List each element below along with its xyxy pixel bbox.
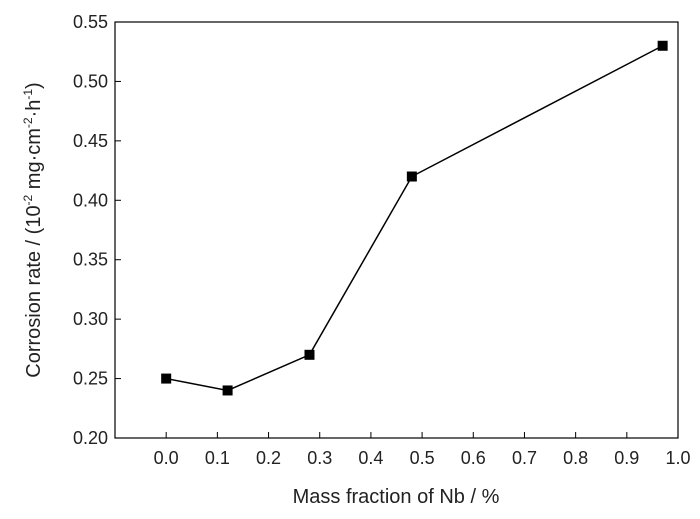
x-tick-label: 0.1 — [205, 448, 230, 468]
y-axis-label-mid1: mg·cm — [23, 128, 45, 195]
y-axis-ticks: 0.20 0.25 0.30 0.35 0.40 0.45 0.50 0.55 — [73, 12, 121, 448]
x-tick-label: 0.3 — [307, 448, 332, 468]
x-tick-label: 0.8 — [563, 448, 588, 468]
y-axis-label-exp3: -1 — [21, 89, 35, 100]
x-tick-label: 0.2 — [256, 448, 281, 468]
data-point — [657, 40, 668, 51]
y-tick-label: 0.30 — [73, 309, 108, 329]
y-tick-label: 0.20 — [73, 428, 108, 448]
y-tick-label: 0.35 — [73, 250, 108, 270]
series-line — [166, 45, 663, 392]
y-axis-label-exp1: -2 — [21, 194, 35, 205]
x-tick-label: 1.0 — [665, 448, 690, 468]
y-tick-label: 0.50 — [73, 71, 108, 91]
plot-frame — [114, 21, 679, 439]
y-tick-label: 0.25 — [73, 369, 108, 389]
x-tick-label: 0.4 — [358, 448, 383, 468]
y-axis-label: Corrosion rate / (10-2 mg·cm-2·h-1) — [21, 82, 45, 377]
x-axis-label: Mass fraction of Nb / % — [293, 486, 500, 508]
y-axis-label-mid2: ·h — [23, 100, 45, 118]
y-tick-label: 0.40 — [73, 190, 108, 210]
data-point — [406, 171, 417, 182]
x-tick-label: 0.9 — [614, 448, 639, 468]
x-tick-label: 0.5 — [410, 448, 435, 468]
x-axis-ticks: 0.0 0.1 0.2 0.3 0.4 0.5 0.6 0.7 0.8 0.9 1.0 — [154, 432, 691, 468]
y-tick-label: 0.55 — [73, 12, 108, 32]
data-point — [161, 373, 172, 384]
x-tick-label: 0.7 — [512, 448, 537, 468]
x-tick-label: 0.0 — [154, 448, 179, 468]
series-layer — [161, 40, 668, 396]
data-point — [304, 349, 315, 360]
data-point — [222, 385, 233, 396]
y-axis-label-prefix: Corrosion rate / (10 — [23, 205, 45, 377]
x-tick-label: 0.6 — [461, 448, 486, 468]
y-axis-label-suffix: ) — [23, 82, 45, 89]
y-tick-label: 0.45 — [73, 131, 108, 151]
y-axis-label-exp2: -2 — [21, 117, 35, 128]
